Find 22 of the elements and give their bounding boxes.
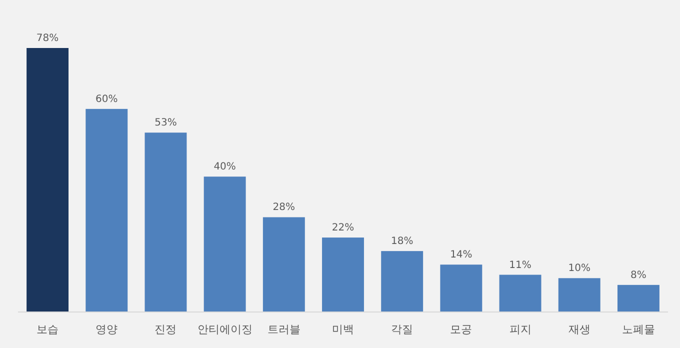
x-tick-label: 보습 [36, 323, 59, 336]
x-tick-label: 영양 [96, 323, 118, 336]
x-tick-label: 재생 [568, 323, 590, 336]
data-label: 60% [96, 94, 118, 105]
x-tick-label: 진정 [154, 323, 177, 336]
x-tick-label: 모공 [450, 323, 472, 336]
x-tick-label: 트러블 [267, 323, 300, 336]
data-label: 18% [390, 236, 414, 248]
data-label: 28% [272, 202, 296, 214]
data-label: 8% [630, 270, 646, 281]
data-label: 22% [332, 222, 354, 234]
x-tick-label: 피지 [509, 323, 532, 336]
data-label: 40% [214, 162, 236, 173]
data-label: 10% [568, 263, 590, 274]
x-tick-label: 노폐물 [622, 323, 655, 336]
data-label: 78% [36, 33, 59, 44]
x-tick-label: 미백 [332, 323, 354, 336]
data-label: 14% [450, 250, 472, 261]
data-label: 53% [154, 118, 177, 129]
x-tick-label: 각질 [391, 323, 414, 336]
x-tick-label: 안티에이징 [197, 323, 252, 336]
data-label: 11% [509, 260, 532, 271]
